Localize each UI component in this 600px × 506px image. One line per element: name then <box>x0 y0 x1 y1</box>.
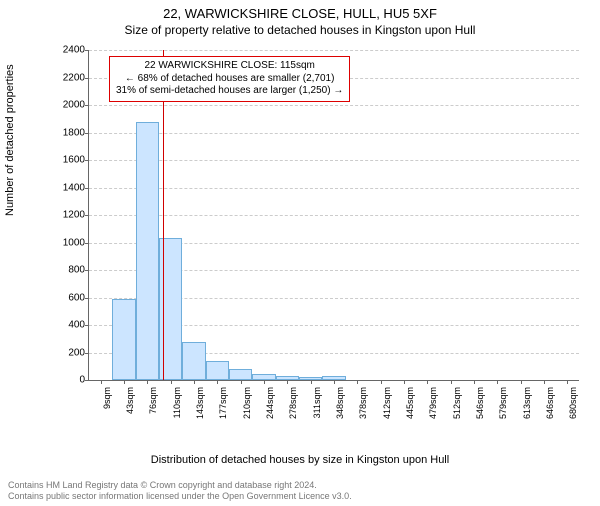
xtick-mark <box>451 380 452 384</box>
xtick-label: 278sqm <box>284 387 298 419</box>
xtick-mark <box>171 380 172 384</box>
xtick-label: 143sqm <box>191 387 205 419</box>
footer-line-1: Contains HM Land Registry data © Crown c… <box>8 480 352 491</box>
xtick-label: 546sqm <box>471 387 485 419</box>
xtick-mark <box>124 380 125 384</box>
histogram-bar <box>229 369 252 380</box>
xtick-label: 378sqm <box>354 387 368 419</box>
annotation-line-2: ← 68% of detached houses are smaller (2,… <box>116 73 343 86</box>
xtick-label: 680sqm <box>564 387 578 419</box>
xtick-mark <box>497 380 498 384</box>
xtick-label: 412sqm <box>378 387 392 419</box>
xtick-mark <box>311 380 312 384</box>
xtick-mark <box>101 380 102 384</box>
xtick-mark <box>544 380 545 384</box>
footer-attribution: Contains HM Land Registry data © Crown c… <box>8 480 352 502</box>
xtick-mark <box>241 380 242 384</box>
ytick-label: 600 <box>68 292 89 303</box>
xtick-mark <box>427 380 428 384</box>
xtick-mark <box>194 380 195 384</box>
chart-subtitle: Size of property relative to detached ho… <box>0 23 600 37</box>
xtick-mark <box>357 380 358 384</box>
ytick-label: 400 <box>68 320 89 331</box>
histogram-bar <box>112 299 135 380</box>
annotation-box: 22 WARWICKSHIRE CLOSE: 115sqm ← 68% of d… <box>109 56 350 102</box>
annotation-line-3: 31% of semi-detached houses are larger (… <box>116 85 343 98</box>
xtick-label: 110sqm <box>168 387 182 418</box>
x-axis-label: Distribution of detached houses by size … <box>0 454 600 466</box>
xtick-mark <box>474 380 475 384</box>
xtick-label: 76sqm <box>144 387 158 414</box>
xtick-label: 210sqm <box>238 387 252 419</box>
chart-container: 0 200 400 600 800 1000 1200 1400 1600 1800 2000 220… <box>52 50 582 420</box>
xtick-mark <box>334 380 335 384</box>
xtick-label: 646sqm <box>541 387 555 419</box>
histogram-bar <box>136 122 159 381</box>
chart-title: 22, WARWICKSHIRE CLOSE, HULL, HU5 5XF <box>0 6 600 21</box>
xtick-mark <box>521 380 522 384</box>
ytick-label: 0 <box>79 375 89 386</box>
xtick-label: 348sqm <box>331 387 345 419</box>
xtick-mark <box>381 380 382 384</box>
y-axis-label: Number of detached properties <box>4 64 16 216</box>
plot-area: 0200400600800100012001400160018002000220… <box>88 50 579 381</box>
xtick-mark <box>567 380 568 384</box>
xtick-label: 244sqm <box>261 387 275 419</box>
ytick-label: 800 <box>68 265 89 276</box>
xtick-label: 311sqm <box>308 387 322 418</box>
ytick-label: 1200 <box>63 210 89 221</box>
xtick-mark <box>264 380 265 384</box>
xtick-label: 579sqm <box>494 387 508 419</box>
ytick-label: 2400 <box>63 45 89 56</box>
histogram-bar <box>206 361 229 380</box>
histogram-bar <box>182 342 205 381</box>
ytick-label: 2000 <box>63 100 89 111</box>
xtick-label: 613sqm <box>518 387 532 419</box>
annotation-line-1: 22 WARWICKSHIRE CLOSE: 115sqm <box>116 60 343 73</box>
ytick-label: 1400 <box>63 182 89 193</box>
xtick-mark <box>217 380 218 384</box>
footer-line-2: Contains public sector information licen… <box>8 491 352 502</box>
xtick-mark <box>404 380 405 384</box>
xtick-label: 479sqm <box>424 387 438 419</box>
ytick-label: 1600 <box>63 155 89 166</box>
ytick-label: 1800 <box>63 127 89 138</box>
xtick-label: 43sqm <box>121 387 135 414</box>
ytick-label: 2200 <box>63 72 89 83</box>
xtick-label: 445sqm <box>401 387 415 419</box>
xtick-label: 177sqm <box>214 387 228 419</box>
xtick-label: 9sqm <box>98 387 112 409</box>
xtick-mark <box>287 380 288 384</box>
ytick-label: 200 <box>68 347 89 358</box>
ytick-label: 1000 <box>63 237 89 248</box>
xtick-label: 512sqm <box>448 387 462 419</box>
xtick-mark <box>147 380 148 384</box>
